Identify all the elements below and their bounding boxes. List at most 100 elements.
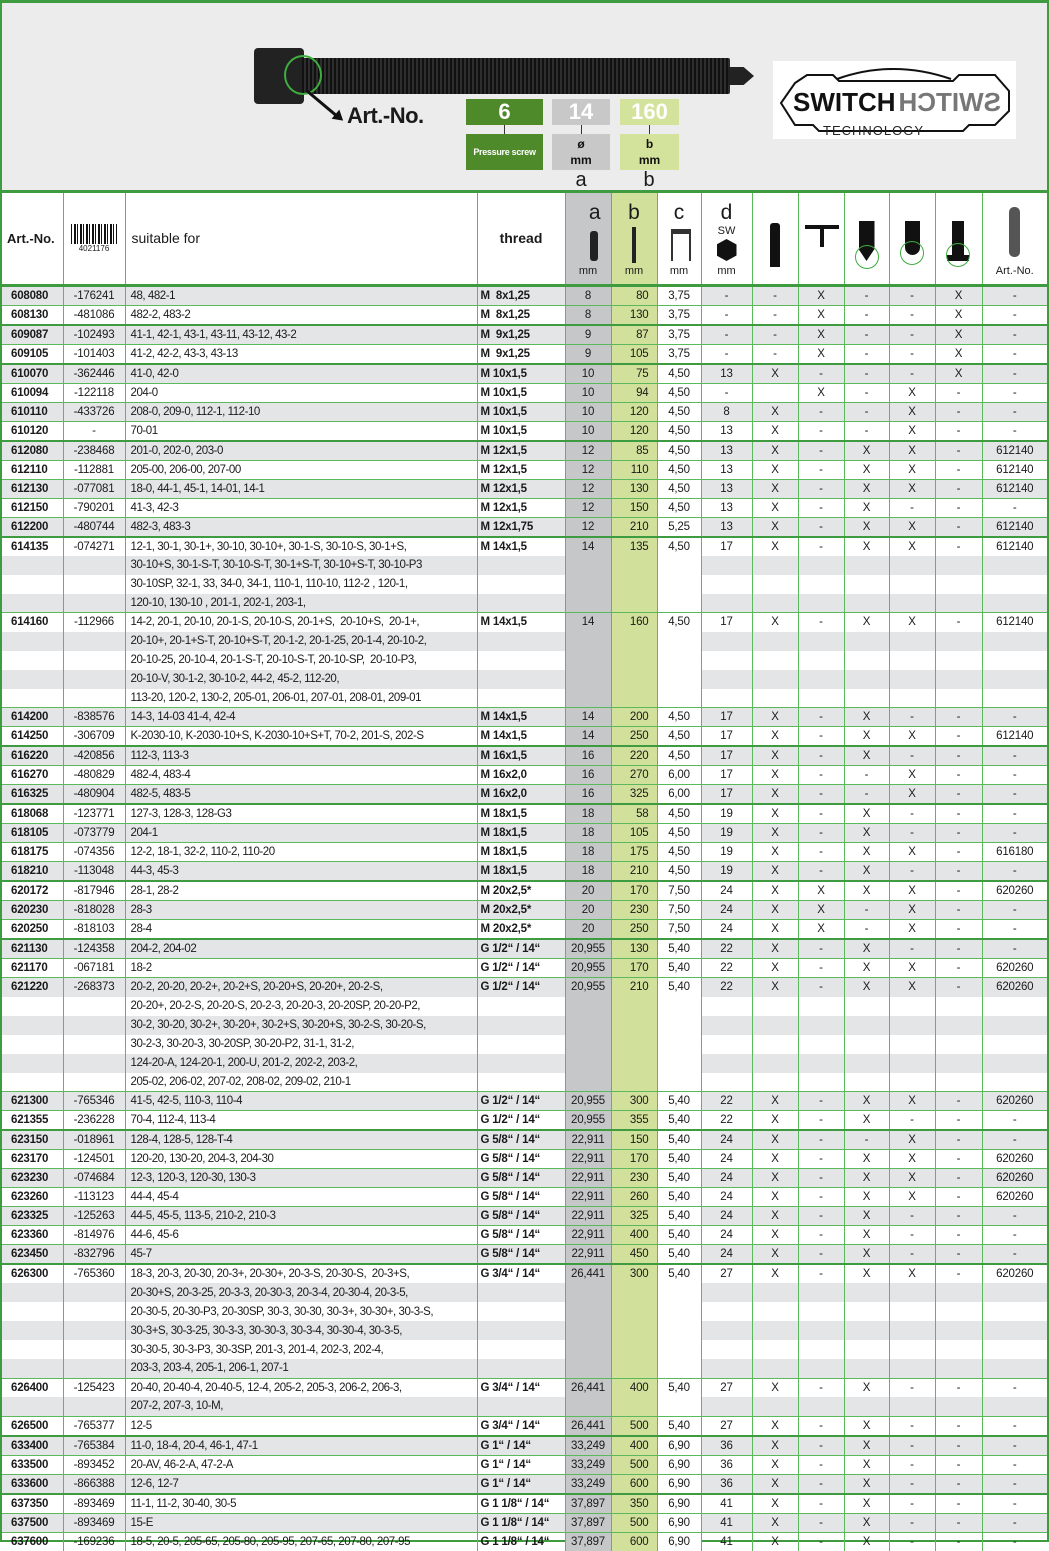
ref-art-no xyxy=(982,669,1047,689)
mark-flat-tip: - xyxy=(935,765,983,785)
dim-c: 7,50 xyxy=(657,919,702,939)
ref-art-no: - xyxy=(982,1225,1047,1245)
dim-b: 300 xyxy=(611,1091,658,1111)
ref-art-no: - xyxy=(982,1434,1047,1455)
code-part-6: 6 xyxy=(466,99,543,125)
mark-bolt xyxy=(752,382,799,402)
dim-a xyxy=(565,1053,612,1073)
mark-cone-tip: - xyxy=(844,765,890,785)
dim-d: - xyxy=(701,323,753,344)
dim-a xyxy=(565,1321,612,1340)
dim-c: 3,75 xyxy=(657,304,702,325)
dim-c: 4,50 xyxy=(657,439,702,460)
mark-ball-tip xyxy=(889,650,936,670)
table-row: 621170 -067181 18-2 G 1/2“ / 14“ 20,955 170 5,… xyxy=(2,958,1047,978)
suitable-for: 482-2, 483-2 xyxy=(125,304,478,325)
mark-ball-tip xyxy=(889,669,936,689)
dim-b: 210 xyxy=(611,516,658,537)
suitable-for: 204-2, 204-02 xyxy=(125,938,478,959)
mark-flat-tip: - xyxy=(935,439,983,460)
dim-b xyxy=(611,1397,658,1416)
mark-cone-tip: - xyxy=(844,1129,890,1150)
diameter-label: ø mm xyxy=(552,134,610,170)
col-suitable-for: suitable for xyxy=(125,193,478,287)
mark-flat-tip: X xyxy=(935,362,983,383)
mark-t-handle: X xyxy=(798,323,845,344)
dim-d: 13 xyxy=(701,362,753,383)
dim-a xyxy=(565,1359,612,1378)
dim-c: 5,40 xyxy=(657,938,702,959)
thread: G 1/2“ / 14“ xyxy=(477,977,566,997)
mark-t-handle: X xyxy=(798,880,845,901)
mark-flat-tip xyxy=(935,574,983,594)
ean-suffix: -480829 xyxy=(63,765,126,785)
mark-cone-tip: - xyxy=(844,420,890,441)
ean-suffix: -125263 xyxy=(63,1206,126,1226)
mark-bolt: X xyxy=(752,1512,799,1532)
ref-art-no xyxy=(982,1340,1047,1359)
thread xyxy=(477,1397,566,1416)
thread xyxy=(477,1302,566,1321)
dim-d: - xyxy=(701,382,753,402)
suitable-for: 12-1, 30-1, 30-1+, 30-10, 30-10+, 30-1-S… xyxy=(125,535,478,556)
dim-c: 5,40 xyxy=(657,1244,702,1264)
dim-b-label: b xyxy=(643,169,655,191)
mark-t-handle: - xyxy=(798,1473,845,1494)
mark-t-handle: X xyxy=(798,382,845,402)
mark-flat-tip xyxy=(935,1340,983,1359)
mark-cone-tip: X xyxy=(844,1473,890,1494)
thread: M 12x1,5 xyxy=(477,439,566,460)
bolt-icon xyxy=(769,223,780,267)
dim-a: 10 xyxy=(565,382,612,402)
ean-suffix xyxy=(63,1340,126,1359)
col-flat-tip xyxy=(935,193,983,287)
suitable-for: 30-30-5, 30-3-P3, 30-3SP, 201-3, 201-4, … xyxy=(125,1340,478,1359)
thread-diameter-icon xyxy=(589,231,598,261)
dim-d xyxy=(701,1359,753,1378)
ean-suffix: -125423 xyxy=(63,1377,126,1397)
dim-a: 16 xyxy=(565,745,612,766)
mark-ball-tip: X xyxy=(889,977,936,997)
art-no xyxy=(2,1072,64,1092)
mark-cone-tip: - xyxy=(844,343,890,364)
ean-suffix xyxy=(63,1015,126,1035)
mark-flat-tip: - xyxy=(935,535,983,556)
ean-suffix: -765346 xyxy=(63,1091,126,1111)
mark-ball-tip: - xyxy=(889,1377,936,1397)
dim-a: 18 xyxy=(565,803,612,824)
art-no xyxy=(2,1359,64,1378)
mark-flat-tip: - xyxy=(935,861,983,881)
dim-b xyxy=(611,688,658,708)
mark-t-handle: - xyxy=(798,420,845,441)
mark-t-handle: X xyxy=(798,343,845,364)
ref-art-no: 612140 xyxy=(982,726,1047,746)
col-d: d SW mm xyxy=(701,193,753,287)
mark-bolt: X xyxy=(752,745,799,766)
mark-bolt xyxy=(752,1397,799,1416)
art-no xyxy=(2,669,64,689)
thread: G 3/4“ / 14“ xyxy=(477,1377,566,1397)
mark-t-handle xyxy=(798,1053,845,1073)
mark-ball-tip: X xyxy=(889,1149,936,1169)
suitable-for: 41-0, 42-0 xyxy=(125,362,478,383)
dim-b xyxy=(611,1321,658,1340)
col-a-letter: a xyxy=(588,201,601,224)
ref-art-no xyxy=(982,689,1047,708)
dim-a: 10 xyxy=(565,420,612,441)
thread xyxy=(477,1340,566,1359)
mark-cone-tip: X xyxy=(844,1168,890,1188)
mark-bolt: X xyxy=(752,1110,799,1130)
dim-c: 5,40 xyxy=(657,958,702,978)
dim-a: 14 xyxy=(565,707,612,727)
mark-ball-tip: X xyxy=(889,765,936,785)
mark-bolt xyxy=(752,1359,799,1378)
table-row-continuation: 20-30-5, 20-30-P3, 20-30SP, 30-3, 30-30,… xyxy=(2,1302,1047,1321)
thread xyxy=(477,1359,566,1378)
art-no: 633400 xyxy=(2,1434,64,1455)
mark-bolt: X xyxy=(752,1091,799,1111)
col-thread: thread xyxy=(477,193,566,287)
dim-c xyxy=(657,688,702,708)
thread: M 9x1,25 xyxy=(477,323,566,344)
dim-c: 5,40 xyxy=(657,1149,702,1169)
mark-ball-tip: - xyxy=(889,707,936,727)
